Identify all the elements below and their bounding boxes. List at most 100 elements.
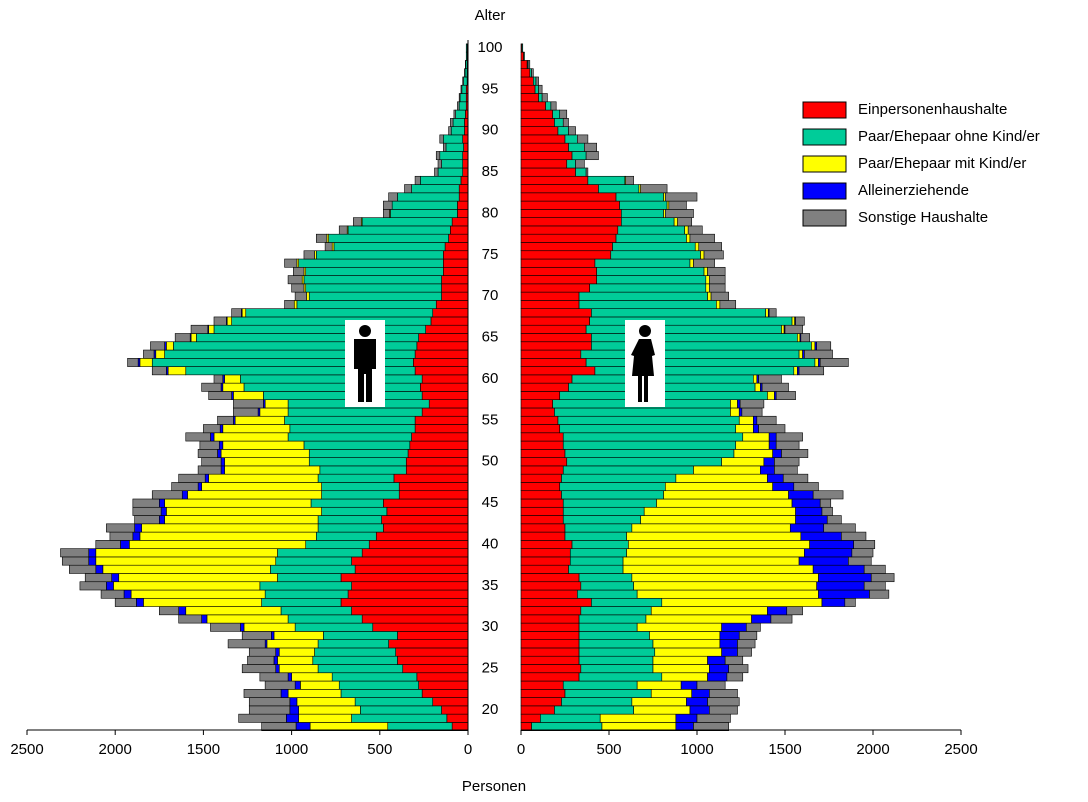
bar-segment [452,218,468,226]
bar-segment [202,383,221,391]
bar-segment [653,640,720,648]
bar-segment [422,408,468,416]
bar-segment [460,94,466,102]
bar-segment [790,524,823,532]
bar-segment [690,234,715,242]
bar-segment [293,267,304,275]
bar-segment [288,433,411,441]
bar-segment [334,242,445,250]
bar-segment [521,276,597,284]
bar-segment [446,143,464,151]
bar-segment [521,242,613,250]
bar-segment [521,118,554,126]
bar-segment [720,640,738,648]
bar-segment [443,143,446,151]
bar-segment [521,491,561,499]
bar-segment [106,582,113,590]
bar-segment [637,681,681,689]
bar-segment [80,582,106,590]
bar-segment [774,458,799,466]
bar-segment [223,383,244,391]
bar-segment [202,482,322,490]
bar-segment [232,309,242,317]
bar-segment [209,391,232,399]
bar-segment [143,598,261,606]
bar-segment [521,549,570,557]
bar-segment [249,706,290,714]
bar-segment [225,466,320,474]
bar-segment [322,507,387,515]
bar-segment [665,482,772,490]
y-tick-label: 60 [482,370,499,387]
bar-segment [792,499,820,507]
bar-segment [376,532,468,540]
bar-segment [355,698,433,706]
bar-segment [286,714,298,722]
bar-segment [133,499,159,507]
bar-segment [309,449,408,457]
bar-segment [521,60,527,68]
bar-segment [737,640,755,648]
bar-segment [579,623,637,631]
bar-segment [165,499,311,507]
bar-segment [214,375,223,383]
bar-segment [172,482,198,490]
bar-segment [443,251,468,259]
bar-segment [440,151,463,159]
bar-segment [463,160,468,168]
bar-segment [143,350,154,358]
bar-segment [708,673,727,681]
bar-segment [708,267,726,275]
bar-segment [265,681,295,689]
bar-segment [591,333,797,341]
bar-segment [276,648,280,656]
bar-segment [223,425,290,433]
bar-segment [249,648,275,656]
bar-segment [521,433,563,441]
bar-segment [577,135,588,143]
bar-segment [796,507,822,515]
legend-swatch [803,183,846,199]
bar-segment [369,540,468,548]
bar-segment [521,193,616,201]
bar-segment [466,44,467,52]
bar-segment [709,689,737,697]
bar-segment [776,441,799,449]
bar-segment [560,110,567,118]
bar-segment [383,524,468,532]
bar-segment [352,557,468,565]
bar-segment [348,590,468,598]
bar-segment [558,416,739,424]
bar-segment [521,367,595,375]
bar-segment [665,193,697,201]
bar-segment [769,441,776,449]
bar-segment [392,201,457,209]
bar-segment [521,85,535,93]
bar-segment [318,664,403,672]
bar-segment [285,300,295,308]
bar-segment [653,656,708,664]
bar-segment [246,309,433,317]
bar-segment [200,441,219,449]
bar-segment [521,209,621,217]
bar-segment [133,532,140,540]
bar-segment [288,276,302,284]
bar-segment [459,185,468,193]
bar-segment [799,557,848,565]
bar-segment [300,681,339,689]
bar-segment [443,267,468,275]
bars [61,44,895,731]
bar-segment [787,607,803,615]
bar-segment [637,590,818,598]
bar-segment [553,110,560,118]
bar-segment [383,499,468,507]
bar-segment [521,722,532,730]
bar-segment [521,234,616,242]
bar-segment [389,193,398,201]
bar-segment [406,458,468,466]
bar-segment [442,160,463,168]
bar-segment [420,176,461,184]
bar-segment [311,499,383,507]
bar-segment [288,689,341,697]
bar-segment [521,598,591,606]
